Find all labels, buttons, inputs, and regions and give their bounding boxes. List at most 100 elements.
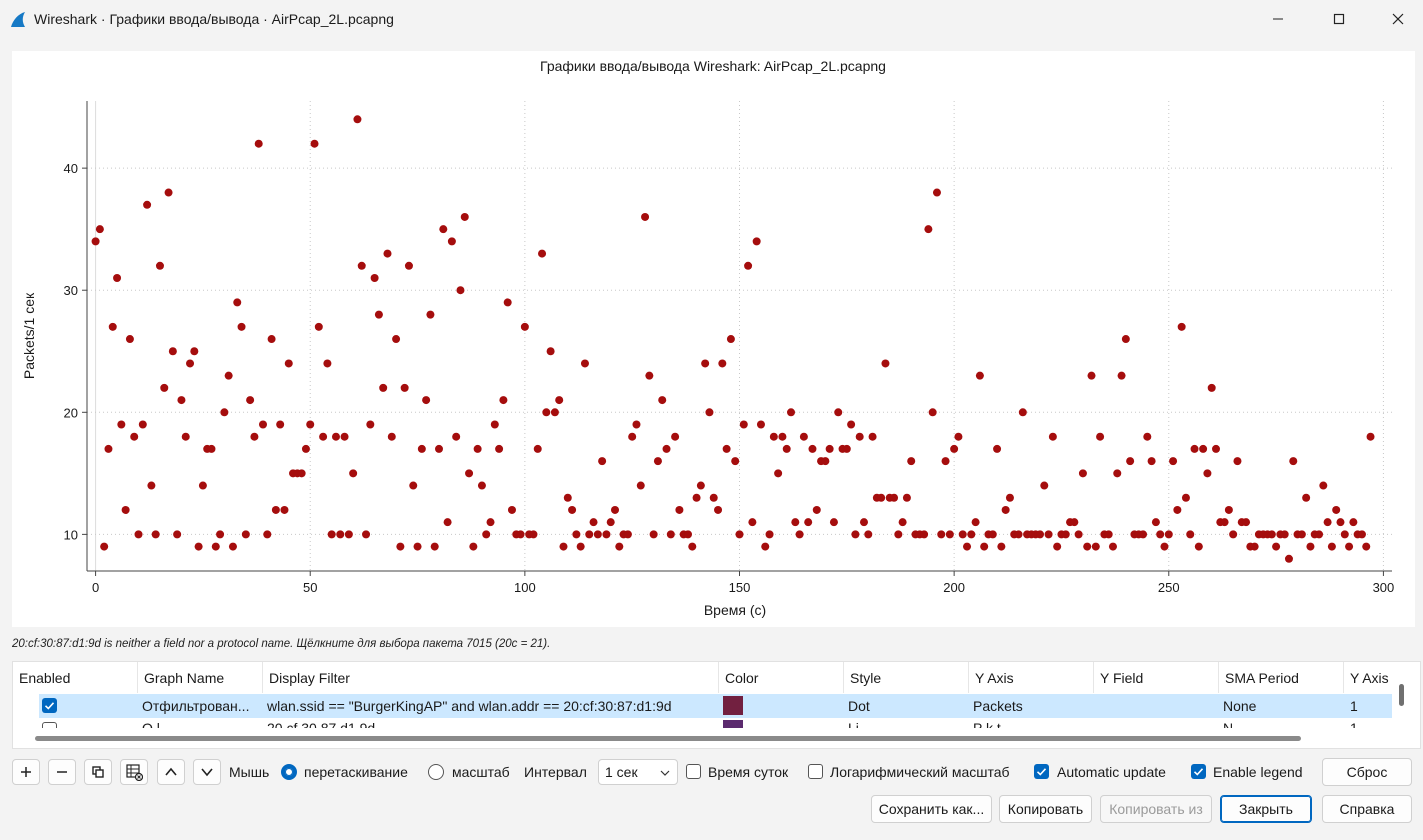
column-header-y-axis[interactable]: Y Axis: [969, 662, 1094, 693]
chart-axes: 0 50 100 150 200 250 300 10 20 30 40: [64, 101, 1394, 595]
copy-button[interactable]: Копировать: [999, 795, 1092, 823]
close-button[interactable]: Закрыть: [1220, 795, 1312, 823]
data-point: [932, 188, 941, 197]
row-y-axis[interactable]: Packets: [973, 698, 1023, 714]
row-sma-period[interactable]: N: [1223, 720, 1234, 728]
drag-mode-label[interactable]: перетаскивание: [304, 764, 408, 780]
data-point: [898, 518, 907, 527]
data-point: [774, 469, 783, 478]
enable-legend-checkbox[interactable]: [1191, 764, 1206, 779]
data-point: [611, 505, 620, 514]
enable-legend-label[interactable]: Enable legend: [1213, 764, 1303, 780]
add-graph-button[interactable]: [12, 759, 40, 785]
copy-from-button[interactable]: Копировать из: [1100, 795, 1212, 823]
data-point: [615, 542, 624, 551]
help-button[interactable]: Справка: [1322, 795, 1412, 823]
row-y-axis-factor[interactable]: 1: [1350, 720, 1358, 728]
column-header-graph-name[interactable]: Graph Name: [138, 662, 263, 693]
data-point: [739, 420, 748, 429]
scatter-chart[interactable]: Графики ввода/вывода Wireshark: AirPcap_…: [12, 51, 1415, 627]
io-graph-plot[interactable]: Графики ввода/вывода Wireshark: AirPcap_…: [12, 51, 1415, 627]
column-header-y-axis-factor[interactable]: Y Axis: [1350, 670, 1389, 686]
close-window-button[interactable]: [1375, 0, 1421, 38]
column-header-y-field[interactable]: Y Field: [1094, 662, 1219, 693]
data-point: [769, 432, 778, 441]
data-point: [241, 530, 250, 539]
time-of-day-checkbox[interactable]: [686, 764, 701, 779]
column-header-color[interactable]: Color: [719, 662, 844, 693]
data-point: [430, 542, 439, 551]
log-scale-checkbox[interactable]: [808, 764, 823, 779]
save-as-button[interactable]: Сохранить как...: [871, 795, 992, 823]
data-point: [804, 518, 813, 527]
row-display-filter[interactable]: 20 cf 30 87 d1 9d: [267, 720, 376, 728]
log-scale-label[interactable]: Логарифмический масштаб: [830, 764, 1010, 780]
zoom-mode-radio[interactable]: [428, 764, 444, 780]
row-color-swatch[interactable]: [723, 696, 743, 715]
data-point: [310, 139, 319, 148]
data-point: [1302, 493, 1311, 502]
move-down-button[interactable]: [193, 759, 221, 785]
row-y-axis[interactable]: P k t: [973, 720, 1001, 728]
data-point: [186, 359, 195, 368]
data-point: [336, 530, 345, 539]
row-enabled-checkbox[interactable]: [42, 698, 57, 713]
remove-graph-button[interactable]: [48, 759, 76, 785]
data-point: [456, 286, 465, 295]
move-up-button[interactable]: [157, 759, 185, 785]
zoom-mode-label[interactable]: масштаб: [452, 764, 510, 780]
time-of-day-label[interactable]: Время суток: [708, 764, 789, 780]
data-point: [808, 444, 817, 453]
data-point: [1048, 432, 1057, 441]
column-header-display-filter[interactable]: Display Filter: [263, 662, 719, 693]
data-point: [782, 444, 791, 453]
data-point: [1336, 518, 1345, 527]
graph-table[interactable]: Enabled Graph Name Display Filter Color …: [12, 661, 1421, 749]
reset-button[interactable]: Сброс: [1322, 758, 1412, 786]
automatic-update-checkbox[interactable]: [1034, 764, 1049, 779]
data-point: [422, 396, 431, 405]
vertical-scrollbar[interactable]: [1399, 684, 1404, 706]
column-header-style[interactable]: Style: [844, 662, 969, 693]
minimize-button[interactable]: [1255, 0, 1301, 38]
data-point: [1194, 542, 1203, 551]
data-point: [1078, 469, 1087, 478]
data-point: [1001, 505, 1010, 514]
data-point: [319, 432, 328, 441]
data-point: [705, 408, 714, 417]
copy-graph-button[interactable]: [84, 759, 112, 785]
data-point: [121, 505, 130, 514]
table-row[interactable]: Q l 20 cf 30 87 d1 9d Li P k t N 1: [39, 718, 1392, 728]
row-color-swatch[interactable]: [723, 720, 743, 728]
row-style[interactable]: Dot: [848, 698, 870, 714]
table-row[interactable]: Отфильтрован... wlan.ssid == "BurgerKing…: [39, 694, 1392, 718]
column-header-enabled[interactable]: Enabled: [13, 662, 138, 693]
interval-value: 1 сек: [605, 764, 638, 780]
drag-mode-radio[interactable]: [281, 764, 297, 780]
clear-graphs-button[interactable]: [120, 759, 148, 785]
data-point: [628, 432, 637, 441]
data-point: [890, 493, 899, 502]
data-point: [756, 420, 765, 429]
data-point: [975, 371, 984, 380]
data-point: [503, 298, 512, 307]
row-display-filter[interactable]: wlan.ssid == "BurgerKingAP" and wlan.add…: [267, 698, 672, 714]
row-sma-period[interactable]: None: [1223, 698, 1257, 714]
row-y-field[interactable]: [1098, 694, 1208, 718]
interval-select[interactable]: 1 сек: [598, 759, 678, 785]
column-header-sma-period[interactable]: SMA Period: [1219, 662, 1344, 693]
data-point: [1053, 542, 1062, 551]
data-point: [799, 432, 808, 441]
automatic-update-label[interactable]: Automatic update: [1057, 764, 1166, 780]
data-point: [91, 237, 100, 246]
data-point: [1139, 530, 1148, 539]
data-point: [151, 530, 160, 539]
data-point: [284, 359, 293, 368]
maximize-button[interactable]: [1316, 0, 1362, 38]
row-style[interactable]: Li: [848, 720, 859, 728]
horizontal-scrollbar[interactable]: [35, 736, 1301, 741]
row-y-axis-factor[interactable]: 1: [1350, 698, 1358, 714]
data-point: [349, 469, 358, 478]
row-enabled-checkbox[interactable]: [42, 722, 57, 728]
data-point: [1327, 542, 1336, 551]
